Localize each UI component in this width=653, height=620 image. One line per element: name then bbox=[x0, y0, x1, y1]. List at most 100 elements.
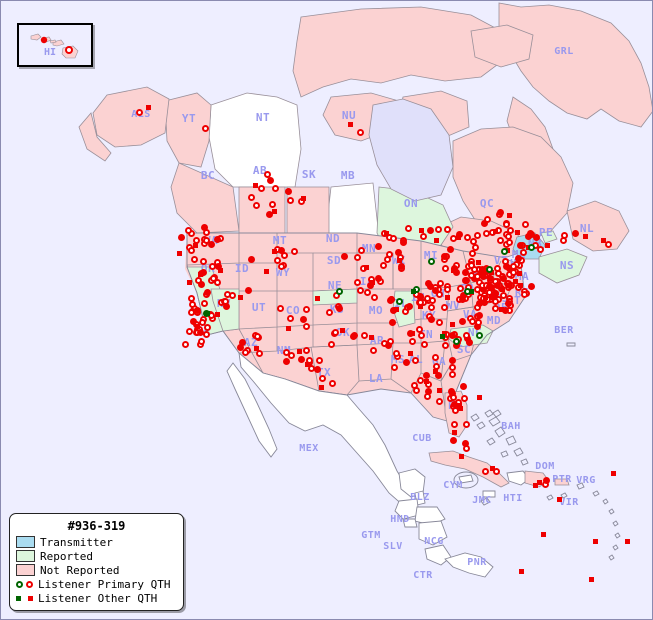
listener-primary-qth-marker bbox=[199, 318, 207, 326]
legend-item-listener-primary-qth: Listener Primary QTH bbox=[16, 577, 177, 591]
listener-primary-qth-green-marker bbox=[427, 257, 435, 265]
transmitter-report-marker bbox=[340, 253, 348, 261]
listener-primary-qth-marker bbox=[248, 193, 256, 201]
transmitter-report-marker bbox=[245, 287, 253, 295]
region-NL bbox=[566, 200, 630, 252]
listener-primary-qth-marker bbox=[354, 253, 362, 261]
region-label-LA: LA bbox=[369, 372, 383, 385]
listener-primary-qth-marker bbox=[241, 349, 249, 357]
transmitter-report-marker bbox=[479, 285, 487, 293]
listener-primary-qth-marker bbox=[307, 365, 315, 373]
listener-primary-qth-marker bbox=[315, 357, 323, 365]
transmitter-report-marker bbox=[427, 227, 435, 235]
listener-primary-qth-marker bbox=[186, 327, 194, 335]
region-GRL bbox=[498, 2, 652, 128]
region-JMC bbox=[482, 490, 496, 498]
listener-other-qth-marker bbox=[479, 267, 485, 273]
region-arctic-islands bbox=[470, 24, 534, 68]
transmitter-report-marker bbox=[237, 343, 244, 351]
transmitter-report-marker bbox=[527, 282, 535, 290]
listener-other-qth-marker bbox=[364, 265, 370, 271]
listener-primary-qth-marker bbox=[449, 364, 457, 372]
listener-other-qth-marker bbox=[442, 331, 448, 337]
transmitter-report-marker bbox=[190, 318, 198, 326]
region-label-MEX: MEX bbox=[299, 443, 319, 454]
transmitter-report-marker bbox=[453, 268, 461, 276]
region-label-PE: PE bbox=[539, 226, 553, 239]
listener-other-qth-marker bbox=[193, 243, 199, 249]
listener-other-qth-marker bbox=[272, 249, 278, 255]
transmitter-report-marker bbox=[459, 291, 467, 299]
transmitter-report-marker bbox=[501, 306, 509, 314]
legend-label-not-reported: Not Reported bbox=[40, 563, 120, 577]
listener-primary-qth-marker bbox=[417, 376, 425, 384]
region-label-GRL: GRL bbox=[554, 46, 574, 57]
transmitter-report-marker bbox=[197, 281, 205, 288]
listener-other-qth-marker bbox=[253, 182, 259, 188]
listener-other-qth-marker bbox=[272, 208, 278, 214]
listener-primary-qth-marker bbox=[431, 353, 439, 361]
listener-primary-qth-marker bbox=[281, 251, 289, 259]
listener-primary-qth-marker bbox=[444, 226, 452, 234]
listener-primary-qth-marker bbox=[223, 291, 231, 299]
region-label-BLZ: BLZ bbox=[410, 492, 430, 503]
listener-other-qth-marker bbox=[424, 378, 430, 384]
listener-primary-qth-green-marker bbox=[485, 265, 493, 273]
listener-primary-qth-marker bbox=[429, 297, 436, 305]
region-label-BC: BC bbox=[201, 169, 215, 182]
legend-swatch-reported bbox=[16, 550, 35, 562]
listener-primary-qth-green-marker bbox=[395, 297, 403, 305]
transmitter-report-marker bbox=[441, 252, 449, 260]
region-GTM bbox=[394, 498, 420, 520]
listener-primary-qth-marker bbox=[468, 249, 476, 257]
listener-primary-qth-marker bbox=[391, 364, 399, 372]
region-NS bbox=[538, 248, 588, 284]
transmitter-report-marker bbox=[449, 332, 457, 340]
listener-primary-qth-marker bbox=[256, 349, 264, 357]
listener-other-qth-marker bbox=[177, 251, 183, 257]
listener-other-qth-marker bbox=[340, 327, 345, 333]
transmitter-report-marker bbox=[389, 307, 397, 315]
listener-primary-qth-marker bbox=[188, 300, 196, 308]
listener-other-qth-marker bbox=[582, 234, 588, 240]
legend-symbol-other-qth bbox=[16, 593, 33, 604]
legend-swatch-not-reported bbox=[16, 564, 35, 576]
region-label-NS: NS bbox=[560, 259, 574, 272]
listener-primary-qth-marker bbox=[357, 128, 365, 136]
region-QC bbox=[452, 126, 574, 242]
transmitter-report-marker bbox=[285, 187, 293, 195]
listener-primary-qth-marker bbox=[467, 271, 475, 279]
transmitter-report-marker bbox=[375, 275, 383, 283]
hi-island-kauai bbox=[30, 33, 42, 41]
listener-primary-qth-marker bbox=[463, 233, 471, 241]
listener-primary-qth-marker bbox=[213, 279, 221, 287]
region-NCG bbox=[418, 520, 448, 546]
transmitter-report-marker bbox=[490, 294, 498, 302]
region-label-CUB: CUB bbox=[412, 433, 432, 444]
listener-primary-qth-marker bbox=[389, 235, 397, 243]
transmitter-report-marker bbox=[387, 296, 395, 304]
listener-primary-qth-marker bbox=[416, 326, 424, 334]
transmitter-report-marker bbox=[486, 275, 494, 283]
listener-primary-qth-marker bbox=[457, 285, 465, 293]
listener-primary-qth-marker bbox=[417, 332, 425, 340]
legend-symbol-primary-qth bbox=[16, 579, 33, 590]
listener-other-qth-marker bbox=[394, 306, 400, 312]
transmitter-report-marker bbox=[201, 223, 209, 231]
transmitter-report-marker bbox=[571, 229, 579, 237]
region-label-MB: MB bbox=[341, 169, 355, 182]
listener-other-qth-marker bbox=[624, 538, 630, 544]
listener-primary-qth-marker bbox=[306, 356, 314, 364]
region-label-SC: SC bbox=[457, 343, 471, 356]
transmitter-report-marker bbox=[298, 356, 306, 364]
listener-other-qth-green-marker bbox=[468, 288, 474, 294]
listener-primary-qth-marker bbox=[136, 108, 144, 116]
region-label-NU: NU bbox=[342, 109, 356, 122]
listener-other-qth-marker bbox=[601, 237, 607, 243]
transmitter-report-marker bbox=[266, 176, 274, 184]
transmitter-report-marker bbox=[247, 256, 255, 264]
transmitter-report-marker bbox=[496, 209, 504, 217]
listener-other-qth-marker bbox=[197, 271, 203, 277]
listener-primary-qth-marker bbox=[188, 247, 196, 255]
listener-primary-qth-marker bbox=[302, 347, 310, 355]
